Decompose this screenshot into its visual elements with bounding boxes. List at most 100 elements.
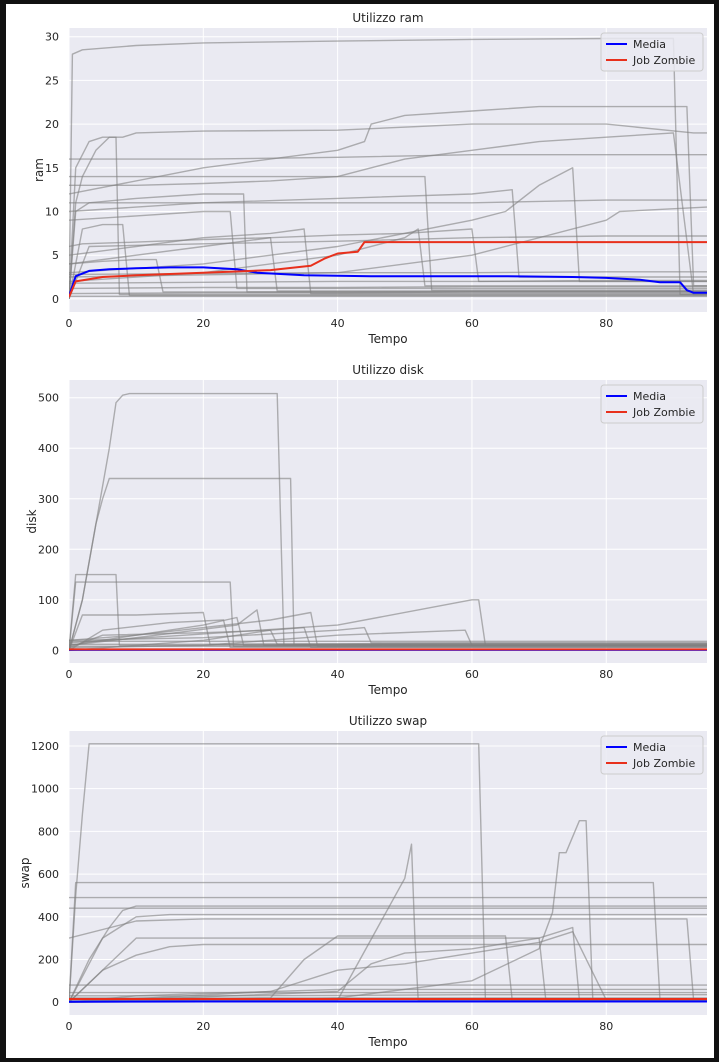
y-tick-label: 10 [45, 206, 59, 219]
x-tick-label: 40 [331, 668, 345, 681]
job-line-12 [69, 210, 707, 290]
job-line-9 [69, 189, 707, 278]
y-tick-label: 400 [38, 911, 59, 924]
job-line-7 [69, 228, 707, 283]
y-tick-label: 25 [45, 74, 59, 87]
series-line-job-zombie [69, 241, 707, 298]
job-line-11 [69, 258, 707, 293]
legend-label: Job Zombie [632, 54, 695, 67]
data-lines [69, 392, 707, 652]
job-line-15 [69, 629, 707, 649]
x-tick-label: 60 [465, 668, 479, 681]
legend-box [600, 735, 704, 775]
x-tick-label: 80 [599, 1020, 613, 1033]
y-tick-label: 20 [45, 118, 59, 131]
y-tick-label: 5 [52, 249, 59, 262]
y-tick-label: 1200 [31, 740, 59, 753]
legend: Media Job Zombie [600, 32, 704, 72]
data-lines [69, 743, 707, 1003]
x-tick-label: 0 [66, 317, 73, 330]
job-line-15 [69, 154, 707, 160]
job-line-24 [69, 235, 707, 300]
job-line-5 [69, 175, 707, 291]
x-tick-label: 80 [599, 317, 613, 330]
job-line-10 [69, 926, 707, 1003]
data-lines [69, 37, 707, 300]
x-axis-label: Tempo [367, 332, 407, 346]
y-tick-label: 500 [38, 392, 59, 405]
job-line-21 [69, 291, 707, 295]
legend-label: Job Zombie [632, 406, 695, 419]
y-tick-label: 1000 [31, 783, 59, 796]
figure: 0 20 40 60 80 0 5 10 15 20 25 30 Utilizzo ram Tempo ra… [6, 4, 714, 1058]
job-line-14 [69, 609, 707, 646]
x-tick-label: 60 [465, 317, 479, 330]
y-tick-label: 800 [38, 825, 59, 838]
chart-panel-ram: 0 20 40 60 80 0 5 10 15 20 25 30 Utilizzo ram Tempo ra… [32, 11, 707, 346]
legend-label: Media [633, 390, 666, 403]
y-axis-label: ram [32, 158, 46, 182]
legend-label: Job Zombie [632, 757, 695, 770]
y-tick-label: 100 [38, 594, 59, 607]
job-line-13 [69, 994, 707, 997]
x-tick-label: 20 [196, 668, 210, 681]
series-line-media [69, 266, 707, 297]
job-line-13 [69, 619, 707, 651]
job-line-3 [69, 132, 707, 296]
x-tick-label: 60 [465, 1020, 479, 1033]
legend: Media Job Zombie [600, 384, 704, 424]
job-line-10 [69, 642, 707, 645]
job-line-16 [69, 626, 707, 652]
x-tick-label: 0 [66, 668, 73, 681]
x-tick-label: 40 [331, 317, 345, 330]
job-line-6 [69, 193, 707, 299]
x-tick-label: 20 [196, 1020, 210, 1033]
legend: Media Job Zombie [600, 735, 704, 775]
y-tick-label: 0 [52, 996, 59, 1009]
plot-area [69, 28, 707, 312]
chart-panel-disk: 0 20 40 60 80 0 100 200 300 400 500 Utilizzo disk Te… [25, 363, 707, 697]
x-tick-label: 80 [599, 668, 613, 681]
job-line-4 [69, 918, 707, 1001]
y-tick-label: 200 [38, 953, 59, 966]
job-line-20 [69, 286, 707, 290]
y-axis-label: swap [18, 857, 32, 888]
y-tick-label: 200 [38, 543, 59, 556]
legend-label: Media [633, 741, 666, 754]
job-line-19 [69, 279, 707, 284]
job-line-0 [69, 743, 707, 1003]
chart-title: Utilizzo disk [352, 363, 423, 377]
job-line-10 [69, 199, 707, 204]
job-line-3 [69, 913, 707, 1003]
x-axis-label: Tempo [367, 1035, 407, 1049]
y-tick-label: 0 [52, 644, 59, 657]
job-line-4 [69, 105, 707, 287]
job-line-2 [69, 136, 707, 299]
legend-box [600, 32, 704, 72]
y-tick-label: 0 [52, 293, 59, 306]
job-line-14 [69, 228, 707, 295]
y-tick-label: 600 [38, 868, 59, 881]
job-line-1 [69, 477, 707, 651]
legend-label: Media [633, 38, 666, 51]
legend-box [600, 384, 704, 424]
chart-title: Utilizzo swap [349, 714, 427, 728]
x-tick-label: 0 [66, 1020, 73, 1033]
x-axis-label: Tempo [367, 683, 407, 697]
y-tick-label: 30 [45, 31, 59, 44]
y-tick-label: 300 [38, 493, 59, 506]
x-tick-label: 40 [331, 1020, 345, 1033]
plot-area [69, 731, 707, 1015]
y-tick-label: 15 [45, 162, 59, 175]
job-line-0 [69, 37, 707, 299]
job-line-1 [69, 881, 707, 1003]
chart-title: Utilizzo ram [352, 11, 423, 25]
job-line-8 [69, 167, 707, 283]
y-axis-label: disk [25, 509, 39, 533]
x-tick-label: 20 [196, 317, 210, 330]
job-line-17 [69, 988, 707, 1003]
y-tick-label: 400 [38, 442, 59, 455]
job-line-5 [69, 943, 707, 1003]
